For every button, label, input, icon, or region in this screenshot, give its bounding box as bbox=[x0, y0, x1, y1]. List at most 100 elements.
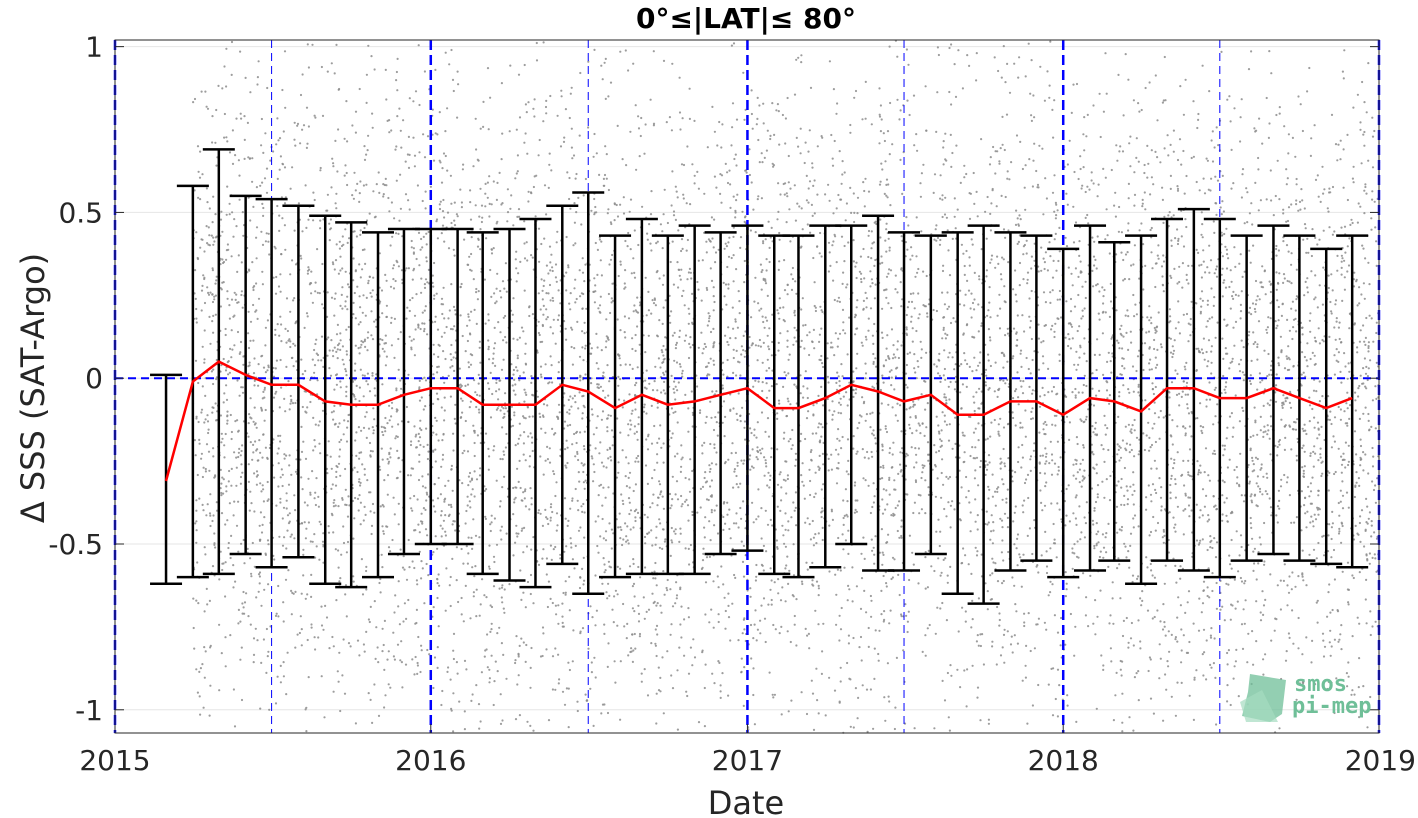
scatter-point bbox=[1023, 499, 1026, 502]
scatter-point bbox=[656, 461, 659, 464]
scatter-point bbox=[755, 518, 758, 521]
scatter-point bbox=[482, 100, 485, 103]
scatter-point bbox=[583, 280, 586, 283]
scatter-point bbox=[1116, 567, 1119, 570]
scatter-point bbox=[997, 262, 1000, 265]
scatter-point bbox=[509, 207, 512, 210]
scatter-point bbox=[568, 197, 571, 201]
scatter-point bbox=[1072, 463, 1075, 466]
scatter-point bbox=[787, 529, 790, 532]
scatter-point bbox=[939, 530, 942, 533]
scatter-point bbox=[874, 258, 877, 262]
scatter-point bbox=[879, 477, 882, 480]
scatter-point bbox=[625, 540, 628, 543]
scatter-point bbox=[1210, 345, 1213, 348]
scatter-point bbox=[654, 365, 657, 368]
scatter-point bbox=[634, 393, 637, 397]
scatter-point bbox=[940, 571, 943, 574]
scatter-point bbox=[1118, 528, 1121, 531]
scatter-point bbox=[815, 432, 818, 435]
scatter-point bbox=[756, 421, 759, 424]
scatter-point bbox=[1151, 427, 1154, 430]
scatter-point bbox=[1176, 372, 1179, 375]
scatter-point bbox=[1111, 581, 1114, 584]
scatter-point bbox=[1187, 504, 1191, 507]
scatter-point bbox=[438, 111, 441, 114]
scatter-point bbox=[419, 248, 422, 251]
scatter-point bbox=[707, 320, 711, 323]
scatter-point bbox=[359, 276, 362, 279]
scatter-point bbox=[595, 152, 598, 155]
scatter-point bbox=[463, 728, 466, 731]
scatter-point bbox=[241, 602, 244, 605]
scatter-point bbox=[240, 290, 243, 293]
scatter-point bbox=[1051, 276, 1055, 279]
scatter-point bbox=[195, 520, 198, 523]
scatter-point bbox=[260, 490, 263, 493]
scatter-point bbox=[252, 443, 255, 446]
scatter-point bbox=[272, 150, 275, 153]
scatter-point bbox=[1302, 472, 1305, 475]
scatter-point bbox=[755, 123, 758, 126]
scatter-point bbox=[264, 371, 267, 374]
scatter-point bbox=[946, 229, 949, 232]
scatter-point bbox=[238, 352, 241, 355]
scatter-point bbox=[943, 393, 946, 396]
scatter-point bbox=[1029, 326, 1032, 329]
scatter-point bbox=[1205, 157, 1208, 160]
scatter-point bbox=[805, 199, 809, 202]
scatter-point bbox=[571, 558, 575, 561]
scatter-point bbox=[524, 342, 527, 345]
scatter-point bbox=[602, 184, 605, 187]
scatter-point bbox=[656, 441, 659, 444]
scatter-point bbox=[655, 624, 659, 628]
scatter-point bbox=[799, 152, 802, 155]
scatter-point bbox=[334, 202, 337, 205]
scatter-point bbox=[310, 595, 313, 599]
scatter-point bbox=[313, 533, 316, 536]
scatter-point bbox=[1019, 218, 1022, 221]
scatter-point bbox=[1049, 591, 1052, 594]
scatter-point bbox=[984, 368, 988, 371]
scatter-point bbox=[739, 414, 742, 418]
scatter-point bbox=[1045, 565, 1049, 568]
scatter-point bbox=[1311, 407, 1314, 411]
scatter-point bbox=[1037, 571, 1040, 574]
scatter-point bbox=[433, 483, 436, 486]
scatter-point bbox=[601, 504, 604, 507]
scatter-point bbox=[489, 529, 492, 533]
scatter-point bbox=[705, 480, 709, 483]
scatter-point bbox=[1129, 443, 1132, 446]
scatter-point bbox=[569, 292, 572, 295]
scatter-point bbox=[669, 633, 672, 636]
scatter-point bbox=[253, 379, 256, 382]
scatter-point bbox=[801, 480, 804, 483]
scatter-point bbox=[1187, 459, 1190, 462]
scatter-point bbox=[500, 642, 503, 645]
scatter-point bbox=[1059, 456, 1062, 459]
scatter-point bbox=[787, 440, 790, 443]
scatter-point bbox=[525, 241, 528, 244]
scatter-point bbox=[842, 499, 845, 502]
scatter-point bbox=[385, 315, 388, 318]
scatter-point bbox=[990, 530, 993, 533]
scatter-point bbox=[260, 117, 263, 121]
scatter-point bbox=[390, 415, 393, 418]
scatter-point bbox=[959, 686, 962, 689]
scatter-point bbox=[1182, 149, 1185, 153]
scatter-point bbox=[1096, 484, 1100, 487]
scatter-point bbox=[766, 417, 770, 420]
scatter-point bbox=[264, 553, 267, 557]
scatter-point bbox=[1151, 382, 1154, 385]
scatter-point bbox=[399, 173, 402, 176]
scatter-point bbox=[1053, 538, 1056, 541]
scatter-point bbox=[1030, 417, 1033, 421]
scatter-point bbox=[870, 599, 873, 602]
scatter-point bbox=[344, 228, 347, 231]
scatter-point bbox=[1000, 519, 1004, 522]
scatter-point bbox=[786, 477, 790, 481]
scatter-point bbox=[443, 317, 446, 320]
scatter-point bbox=[1181, 286, 1184, 289]
scatter-point bbox=[761, 269, 764, 272]
scatter-point bbox=[748, 346, 751, 349]
